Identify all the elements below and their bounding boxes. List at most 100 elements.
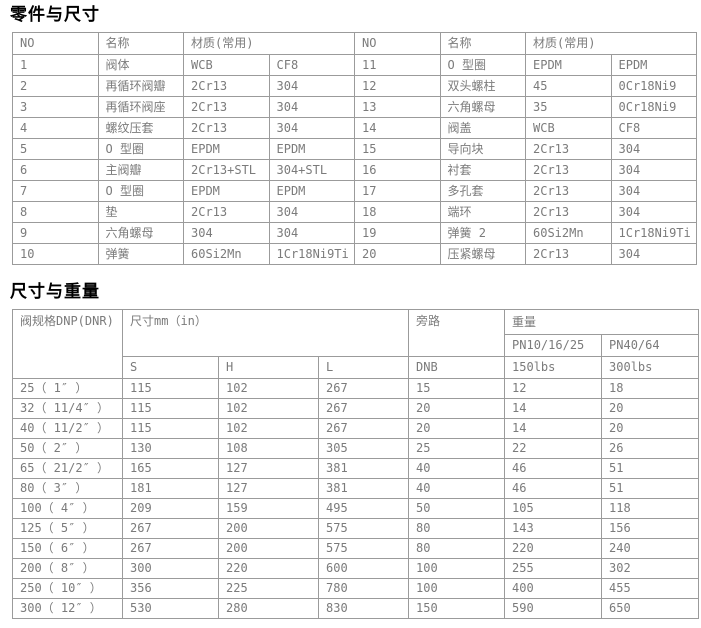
weight-high-cell: 240 — [601, 538, 700, 559]
material-wcb-cell: 2Cr13 — [525, 159, 612, 181]
parts-table-row: 9 六角螺母 304 304 19 弹簧 2 60Si2Mn 1Cr18Ni9Ti — [12, 222, 697, 244]
weight-high-cell: 51 — [601, 478, 700, 499]
material-cf8-cell: 304 — [610, 201, 697, 223]
part-name-cell: 压紧螺母 — [439, 243, 526, 265]
dnb-cell: 20 — [408, 418, 506, 439]
dim-s-cell: 115 — [122, 398, 219, 419]
dim-l-cell: 267 — [317, 418, 410, 439]
valve-spec-cell: 80（ 3″ ） — [12, 478, 123, 499]
parts-table: NO 名称 材质(常用) NO 名称 材质(常用) 1 阀体 WCB CF8 11 O 型… — [12, 32, 697, 265]
weight-high-cell: 20 — [601, 418, 700, 439]
material-cf8-cell: 0Cr18Ni9 — [610, 75, 697, 97]
dnb-cell: 150 — [408, 598, 506, 619]
dnb-cell: 40 — [408, 458, 506, 479]
material-wcb-cell: EPDM — [183, 138, 270, 160]
material-cf8-cell: 1Cr18Ni9Ti — [610, 222, 697, 244]
bypass-header: 旁路 — [408, 309, 506, 357]
material-wcb-cell: 2Cr13+STL — [183, 159, 270, 181]
valve-spec-cell: 300（ 12″ ） — [12, 598, 123, 619]
dim-h-cell: 200 — [218, 538, 319, 559]
no-header: NO — [12, 32, 99, 55]
dnb-cell: 40 — [408, 478, 506, 499]
part-name-cell: 阀体 — [97, 54, 184, 76]
parts-table-row: 10 弹簧 60Si2Mn 1Cr18Ni9Ti 20 压紧螺母 2Cr13 304 — [12, 243, 697, 265]
material-wcb-cell: 35 — [525, 96, 612, 118]
part-name-cell: 螺纹压套 — [97, 117, 184, 139]
material-cf8-cell: 0Cr18Ni9 — [610, 96, 697, 118]
part-name-cell: 阀盖 — [439, 117, 526, 139]
part-no-cell: 10 — [12, 243, 99, 265]
dim-l-cell: 830 — [317, 598, 410, 619]
part-no-cell: 17 — [354, 180, 441, 202]
dims-table-row: 32（ 11/4″ ） 115 102 267 20 14 20 — [12, 398, 700, 419]
material-wcb-cell: 2Cr13 — [525, 243, 612, 265]
dim-l-cell: 381 — [317, 478, 410, 499]
material-wcb-cell: 2Cr13 — [183, 96, 270, 118]
weight-low-cell: 14 — [504, 418, 603, 439]
weight-low-cell: 143 — [504, 518, 603, 539]
valve-spec-cell: 100（ 4″ ） — [12, 498, 123, 519]
weight-low-cell: 46 — [504, 478, 603, 499]
dim-s-cell: 356 — [122, 578, 219, 599]
part-no-cell: 1 — [12, 54, 99, 76]
parts-table-row: 2 再循环阀瓣 2Cr13 304 12 双头螺柱 45 0Cr18Ni9 — [12, 75, 697, 97]
dim-h-cell: 127 — [218, 458, 319, 479]
material-wcb-cell: 60Si2Mn — [183, 243, 270, 265]
dim-l-header: L — [317, 356, 410, 379]
material-header: 材质(常用) — [525, 32, 697, 55]
parts-table-body: 1 阀体 WCB CF8 11 O 型圈 EPDM EPDM 2 再循环阀瓣 2Cr13 304 12 双… — [12, 54, 697, 265]
dims-table-row: 200（ 8″ ） 300 220 600 100 255 302 — [12, 558, 700, 579]
dim-l-cell: 267 — [317, 398, 410, 419]
dim-s-cell: 181 — [122, 478, 219, 499]
material-wcb-cell: WCB — [183, 54, 270, 76]
weight-high-cell: 51 — [601, 458, 700, 479]
material-cf8-cell: CF8 — [610, 117, 697, 139]
part-name-cell: 再循环阀座 — [97, 96, 184, 118]
valve-spec-cell: 150（ 6″ ） — [12, 538, 123, 559]
dim-l-cell: 780 — [317, 578, 410, 599]
dim-h-header: H — [218, 356, 319, 379]
part-no-cell: 20 — [354, 243, 441, 265]
material-wcb-cell: 2Cr13 — [183, 117, 270, 139]
part-name-cell: O 型圈 — [439, 54, 526, 76]
valve-spec-cell: 125（ 5″ ） — [12, 518, 123, 539]
dim-s-cell: 300 — [122, 558, 219, 579]
weight-high-cell: 18 — [601, 378, 700, 399]
part-no-cell: 7 — [12, 180, 99, 202]
weight-low-cell: 12 — [504, 378, 603, 399]
material-wcb-cell: 45 — [525, 75, 612, 97]
no-header: NO — [354, 32, 441, 55]
dim-h-cell: 102 — [218, 398, 319, 419]
valve-spec-header: 阀规格DNP(DNR) — [12, 309, 123, 379]
part-no-cell: 11 — [354, 54, 441, 76]
part-no-cell: 3 — [12, 96, 99, 118]
material-wcb-cell: 60Si2Mn — [525, 222, 612, 244]
parts-table-header-row: NO 名称 材质(常用) NO 名称 材质(常用) — [12, 32, 697, 55]
dnb-cell: 80 — [408, 518, 506, 539]
weight-low-cell: 255 — [504, 558, 603, 579]
material-cf8-cell: 304 — [610, 243, 697, 265]
valve-spec-cell: 250（ 10″ ） — [12, 578, 123, 599]
dims-table-row: 50（ 2″ ） 130 108 305 25 22 26 — [12, 438, 700, 459]
part-name-cell: 六角螺母 — [439, 96, 526, 118]
size-group-header: 尺寸mm（in） — [121, 309, 410, 357]
parts-table-row: 1 阀体 WCB CF8 11 O 型圈 EPDM EPDM — [12, 54, 697, 76]
dim-s-cell: 267 — [122, 518, 219, 539]
dim-h-cell: 159 — [218, 498, 319, 519]
part-no-cell: 6 — [12, 159, 99, 181]
dim-s-cell: 267 — [122, 538, 219, 559]
dims-table-row: 300（ 12″ ） 530 280 830 150 590 650 — [12, 598, 700, 619]
dnb-header: DNB — [408, 356, 506, 379]
dim-s-cell: 165 — [122, 458, 219, 479]
weight-low-cell: 46 — [504, 458, 603, 479]
parts-table-row: 8 垫 2Cr13 304 18 端环 2Cr13 304 — [12, 201, 697, 223]
parts-table-row: 4 螺纹压套 2Cr13 304 14 阀盖 WCB CF8 — [12, 117, 697, 139]
weight-low-cell: 22 — [504, 438, 603, 459]
material-wcb-cell: 2Cr13 — [525, 201, 612, 223]
material-cf8-cell: EPDM — [610, 54, 697, 76]
material-cf8-cell: 304 — [610, 138, 697, 160]
dim-h-cell: 220 — [218, 558, 319, 579]
material-cf8-cell: 304 — [268, 222, 355, 244]
valve-spec-cell: 40（ 11/2″ ） — [12, 418, 123, 439]
